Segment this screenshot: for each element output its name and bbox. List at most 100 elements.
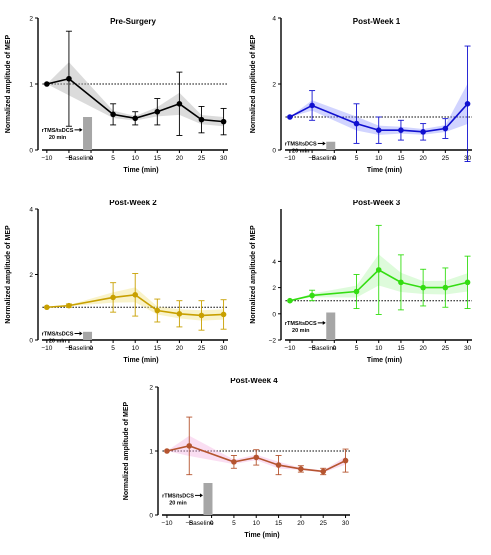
y-tick-label: 2: [29, 16, 33, 23]
x-tick-label: Baseline: [189, 520, 214, 527]
data-point: [186, 443, 193, 449]
data-point: [110, 111, 116, 118]
data-point: [298, 466, 304, 472]
series-line: [166, 445, 346, 473]
stimulation-duration: 20 min: [49, 338, 67, 344]
chart-svg: Post-Week 2 0 2 4 Normalized amplitude of ME…: [5, 198, 228, 364]
chart-title: Post-Week 4: [230, 378, 278, 385]
stimulation-duration: 20 min: [292, 328, 310, 334]
x-tick-label: −10: [161, 520, 172, 527]
data-point: [110, 294, 116, 301]
stimulation-arrowhead: [79, 331, 83, 336]
series-line: [46, 293, 224, 317]
y-tick-label: 0: [29, 338, 33, 345]
data-point: [353, 120, 360, 127]
y-axis-label: Normalized amplitude of MEP: [250, 225, 257, 324]
x-tick-label: 10: [253, 520, 261, 527]
data-point: [320, 468, 327, 475]
data-point: [420, 284, 426, 291]
x-tick-label: −10: [41, 155, 52, 162]
series-line: [46, 77, 224, 123]
x-axis-label: Time (min): [244, 532, 279, 539]
data-point: [132, 292, 139, 298]
data-point: [342, 457, 349, 464]
x-tick-label: 30: [220, 345, 228, 352]
y-tick-label: 0: [272, 148, 276, 155]
y-tick-label: 2: [149, 385, 153, 392]
y-tick-label: 0: [149, 513, 153, 520]
x-axis-label: Time (min): [123, 167, 158, 174]
data-point: [398, 127, 404, 133]
x-tick-label: 30: [464, 345, 472, 352]
data-point: [44, 304, 50, 311]
stimulation-duration: 20 min: [169, 500, 187, 506]
data-point: [198, 116, 205, 123]
y-tick-label: 4: [272, 16, 276, 23]
data-point: [231, 459, 237, 465]
x-tick-label: −5: [308, 155, 316, 162]
x-tick-label: 20: [420, 345, 428, 352]
chart-svg: Pre-Surgery 0 1 2 Normalized amplitude of ME…: [5, 16, 228, 174]
y-axis-label: Normalized amplitude of MEP: [5, 34, 12, 133]
stimulation-bar: [83, 331, 93, 340]
x-tick-label: −5: [186, 520, 194, 527]
y-tick-label: 0: [29, 148, 33, 155]
data-point: [420, 129, 426, 135]
data-point: [287, 297, 293, 304]
y-tick-label: 1: [29, 82, 33, 89]
x-axis-label: Time (min): [367, 357, 402, 364]
data-point: [66, 75, 72, 82]
data-point: [442, 284, 449, 291]
x-tick-label: 0: [89, 345, 93, 352]
x-tick-label: Baseline: [312, 345, 337, 352]
y-tick-label: 2: [272, 82, 276, 89]
x-tick-label: 25: [442, 345, 450, 352]
chart-title: Post-Week 1: [353, 17, 401, 26]
data-point: [398, 279, 404, 286]
stimulation-arrowhead: [322, 141, 326, 146]
x-tick-label: 15: [397, 155, 405, 162]
x-tick-label: 0: [332, 155, 336, 162]
series-line: [289, 103, 469, 133]
data-point: [275, 462, 282, 468]
data-point: [154, 307, 161, 314]
data-point: [442, 125, 449, 132]
x-tick-label: 5: [355, 345, 359, 352]
stimulation-bar: [326, 312, 336, 340]
x-tick-label: 0: [89, 155, 93, 162]
chart-post-week-4: Post-Week 4 0 1 2 Normalized amplitude of ME…: [118, 376, 368, 550]
x-tick-label: 25: [442, 155, 450, 162]
series-line: [289, 268, 468, 302]
x-tick-label: 10: [375, 155, 383, 162]
x-tick-label: 5: [111, 345, 115, 352]
chart-title: Post-Week 3: [353, 200, 401, 207]
data-point: [44, 81, 50, 87]
chart-svg: Post-Week 3 −2 0 2 4 Normalized amplitude of …: [250, 198, 472, 364]
data-point: [220, 311, 227, 318]
stimulation-duration: 20 min: [292, 148, 310, 154]
x-tick-label: 20: [297, 520, 305, 527]
chart-title: Post-Week 2: [109, 200, 157, 207]
y-tick-label: 4: [272, 259, 276, 266]
x-tick-label: 25: [198, 345, 206, 352]
chart-pre-surgery: Pre-Surgery 0 1 2 Normalized amplitude of ME…: [0, 0, 245, 180]
y-tick-label: 4: [29, 207, 33, 214]
x-tick-label: 0: [210, 520, 214, 527]
chart-post-week-1: Post-Week 1 0 2 4 Normalized amplitude of ME…: [245, 0, 491, 180]
data-point: [164, 448, 170, 454]
data-point: [309, 102, 315, 109]
x-tick-label: 15: [397, 345, 405, 352]
stimulation-label: rTMS/tsDCS: [42, 128, 74, 134]
data-point: [176, 101, 183, 107]
error-band: [289, 83, 468, 135]
data-point: [309, 292, 315, 299]
x-tick-label: −5: [308, 345, 316, 352]
chart-title: Pre-Surgery: [110, 17, 156, 26]
y-tick-label: 1: [149, 449, 153, 456]
x-tick-label: 25: [320, 520, 328, 527]
y-tick-label: 0: [272, 311, 276, 318]
x-tick-label: 10: [132, 345, 140, 352]
x-tick-label: 10: [375, 345, 383, 352]
x-axis-label: Time (min): [367, 167, 402, 174]
